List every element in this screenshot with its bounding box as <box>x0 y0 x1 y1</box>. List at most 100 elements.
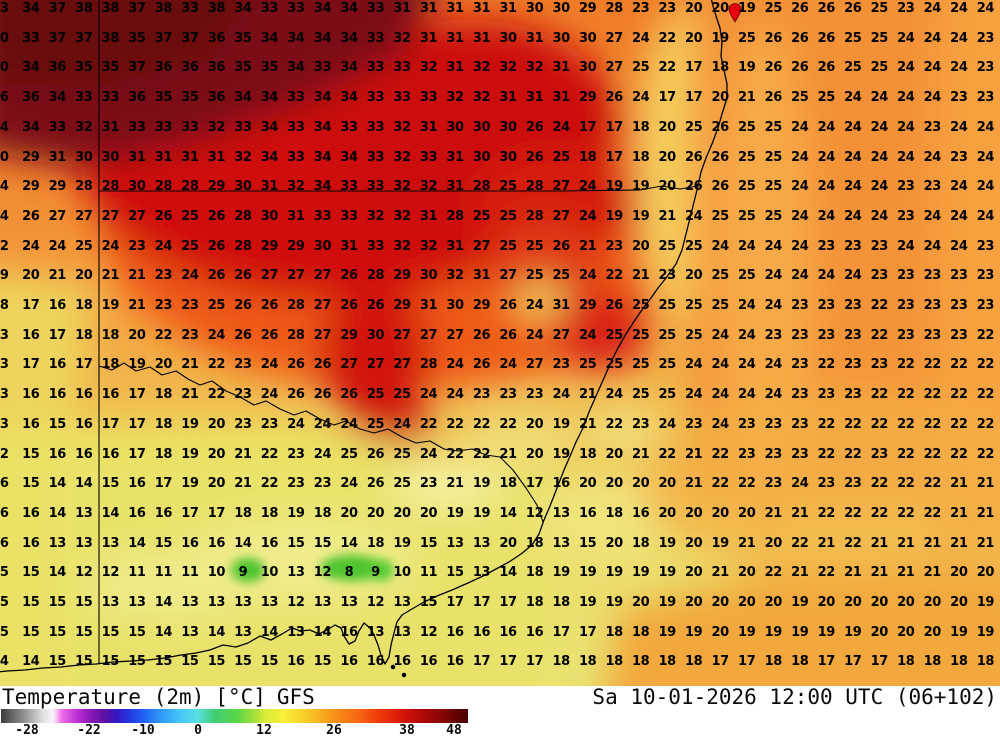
temp-value: 11 <box>181 565 199 581</box>
temp-value: 28 <box>287 327 305 343</box>
temp-value: 31 <box>419 298 438 313</box>
temp-value: 20 <box>605 446 623 462</box>
temp-value: 21 <box>897 565 915 581</box>
temp-value: 26 <box>472 327 491 343</box>
temp-value: 32 <box>366 208 385 224</box>
temp-value: 19 <box>711 535 730 551</box>
temp-value: 13 <box>181 595 199 610</box>
temp-value: 19 <box>658 565 677 581</box>
temp-value: 17 <box>101 416 120 432</box>
temp-value: 23 <box>260 416 279 432</box>
temp-value: 26 <box>234 268 252 284</box>
temp-value: 31 <box>207 149 226 165</box>
temp-value: 33 <box>154 119 173 135</box>
model-name: GFS <box>276 685 315 709</box>
temp-value: 26 <box>552 238 570 254</box>
temp-value: 25 <box>181 208 199 224</box>
temp-value: 24 <box>552 119 570 135</box>
temp-value: 17 <box>154 476 173 492</box>
temp-value: 17 <box>472 654 491 670</box>
temp-value: 21 <box>234 476 252 492</box>
temp-value: 24 <box>950 208 968 224</box>
temp-value: 24 <box>605 387 623 403</box>
temp-value: 20 <box>685 505 703 521</box>
temp-value: 22 <box>976 446 995 462</box>
temp-value: 23 <box>976 268 995 284</box>
temp-value: 26 <box>685 149 703 165</box>
temp-value: 18 <box>658 654 677 670</box>
temp-value: 22 <box>260 476 279 492</box>
temp-value: 13 <box>340 595 358 610</box>
temp-value: 15 <box>128 624 146 640</box>
temp-value: 31 <box>446 238 464 254</box>
temp-value: 20 <box>154 357 173 373</box>
temp-value: 22 <box>976 387 995 403</box>
temp-value: 25 <box>711 298 730 313</box>
temp-value: 4 <box>0 119 9 135</box>
temp-value: 23 <box>844 357 862 373</box>
temp-value: 33 <box>366 1 385 16</box>
temp-value: 18 <box>552 595 570 610</box>
temp-value: 24 <box>844 179 862 195</box>
temp-value: 34 <box>340 1 358 16</box>
temp-value: 27 <box>605 30 623 46</box>
temp-value: 23 <box>923 327 942 343</box>
temp-value: 22 <box>817 565 836 581</box>
temp-value: 34 <box>313 149 332 165</box>
temp-value: 20 <box>897 624 915 640</box>
temp-value: 18 <box>75 327 93 343</box>
temp-value: 31 <box>446 179 464 195</box>
temp-value: 20 <box>207 416 226 432</box>
temp-value: 23 <box>154 298 173 313</box>
temp-grid-row: 3 16 15 16 17 17 18 19 20 23 23 24 24 24 25 24 22 22 22 22 2… <box>0 416 999 432</box>
temp-value: 15 <box>128 654 146 670</box>
temp-value: 31 <box>128 149 146 165</box>
temp-value: 18 <box>499 476 517 492</box>
temp-value: 31 <box>446 30 464 46</box>
temp-value: 22 <box>711 446 730 462</box>
temp-value: 35 <box>181 90 199 106</box>
temp-value: 24 <box>181 268 199 284</box>
temp-value: 24 <box>897 60 915 76</box>
temp-value: 20 <box>738 565 756 581</box>
temp-value: 15 <box>48 416 67 432</box>
temp-value: 23 <box>287 446 305 462</box>
temp-value: 17 <box>525 654 544 670</box>
map-area: 3 34 37 38 38 37 38 33 38 34 33 33 34 34 33 31 31 31 31 31 3… <box>0 0 1000 686</box>
temp-value: 32 <box>446 90 464 106</box>
temp-grid-row: 9 20 21 20 21 21 23 24 26 26 27 27 27 26 28 29 30 32 31 27 2… <box>0 269 999 283</box>
temp-value: 25 <box>472 208 491 224</box>
temp-value: 25 <box>711 268 730 284</box>
temp-value: 24 <box>844 268 862 284</box>
temp-value: 22 <box>950 446 968 462</box>
temp-value: 20 <box>631 595 650 610</box>
temp-value: 27 <box>446 327 464 343</box>
temp-value: 25 <box>605 327 623 343</box>
temp-value: 16 <box>366 654 385 670</box>
temp-value: 24 <box>446 387 464 403</box>
temp-value: 20 <box>658 149 677 165</box>
temp-value: 24 <box>817 119 836 135</box>
temp-value: 33 <box>287 119 305 135</box>
temp-value: 31 <box>472 30 491 46</box>
temp-value: 16 <box>552 476 570 492</box>
temp-value: 22 <box>950 387 968 403</box>
temp-value: 22 <box>844 535 862 551</box>
temp-value: 23 <box>870 268 889 284</box>
temp-value: 34 <box>48 90 67 106</box>
temp-value: 18 <box>578 446 597 462</box>
temp-value: 3 <box>0 327 9 343</box>
temp-value: 23 <box>844 476 862 492</box>
temp-value: 23 <box>685 416 703 432</box>
temp-value: 24 <box>685 387 703 403</box>
temp-value: 26 <box>207 208 226 224</box>
temp-value: 30 <box>446 298 464 313</box>
temp-value: 31 <box>419 1 438 16</box>
temp-value: 17 <box>605 149 623 165</box>
temp-value: 3 <box>0 416 9 432</box>
temp-value: 33 <box>419 149 438 165</box>
temp-value: 17 <box>128 446 146 462</box>
temp-value: 24 <box>764 298 783 313</box>
temp-value: 27 <box>393 327 411 343</box>
temp-value: 28 <box>75 179 93 195</box>
